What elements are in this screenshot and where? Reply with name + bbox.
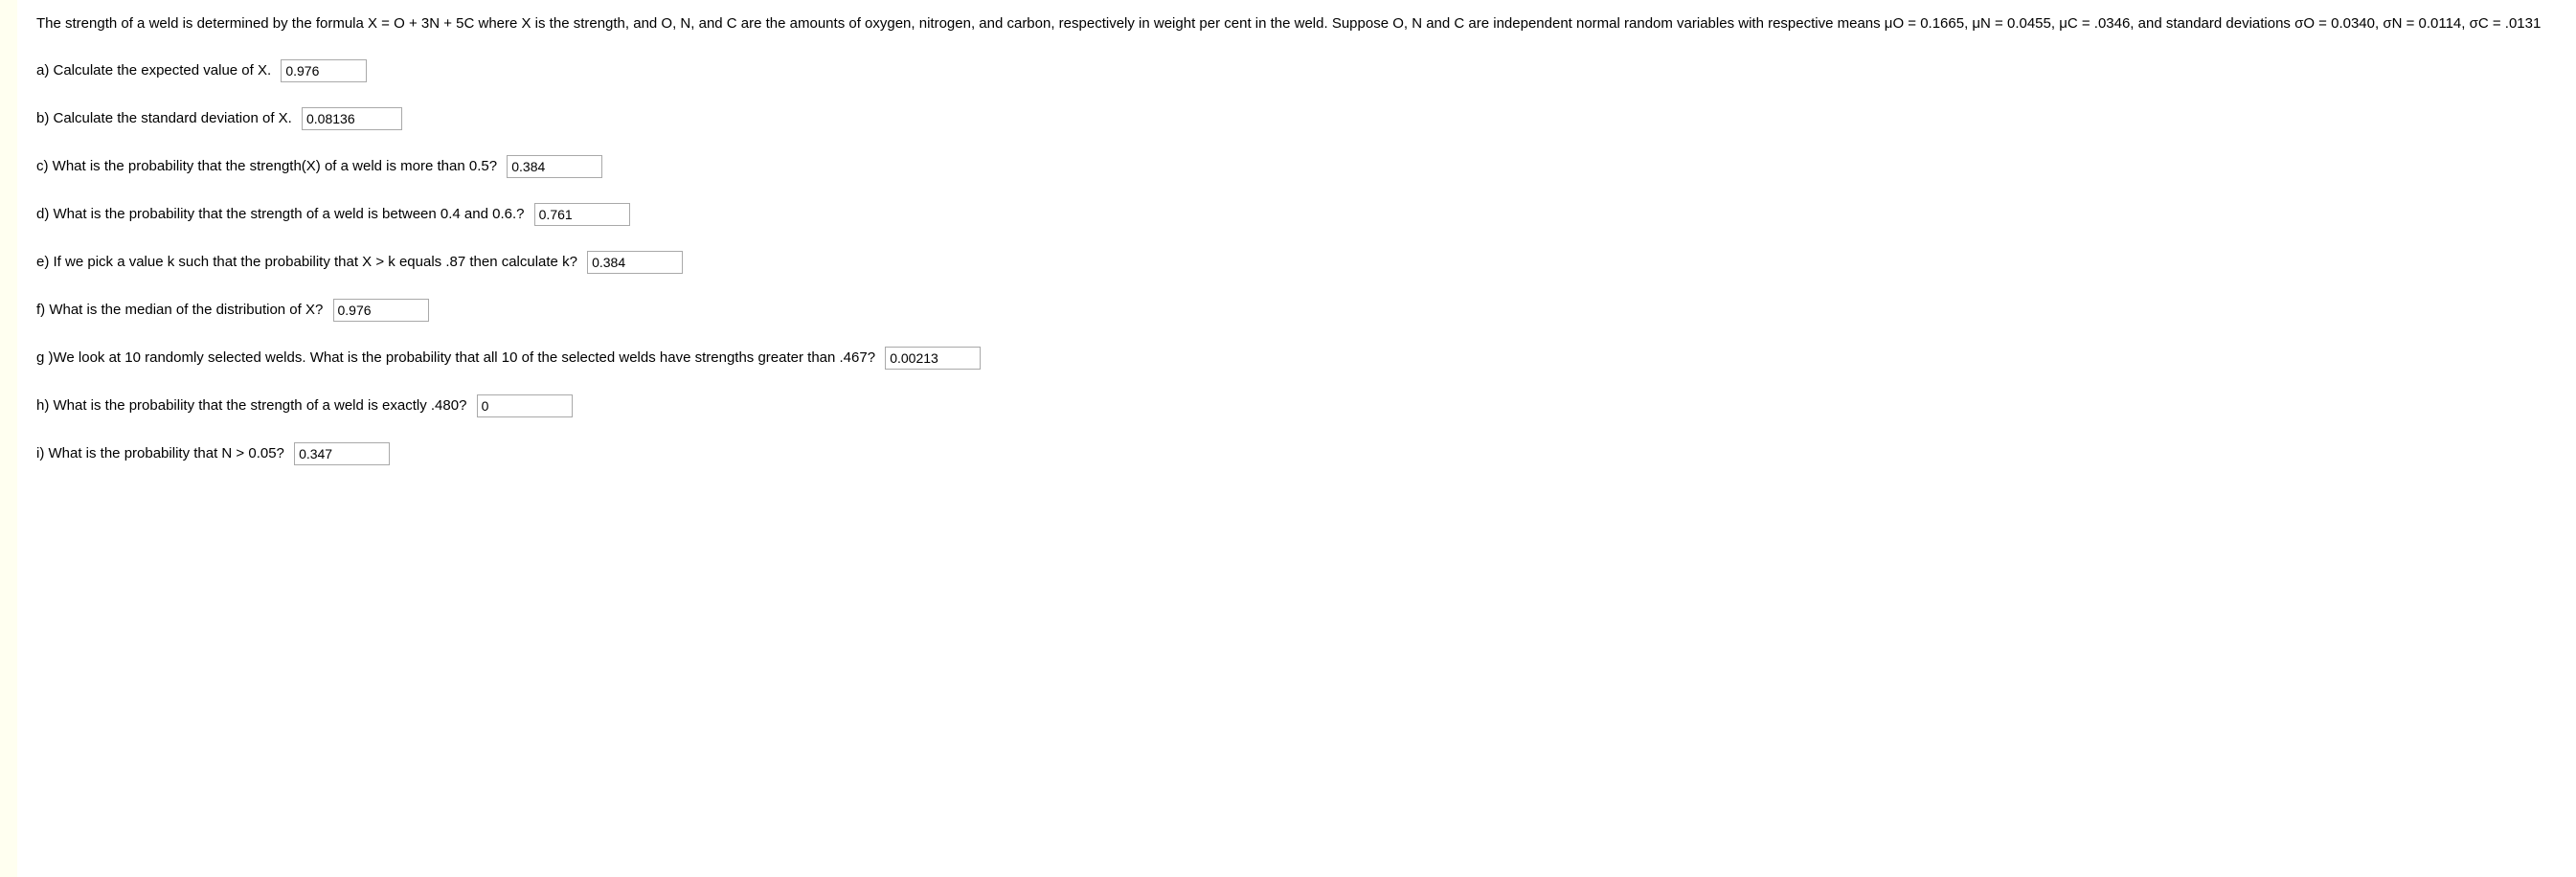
problem-content: The strength of a weld is determined by … <box>17 0 2576 877</box>
question-d-text: d) What is the probability that the stre… <box>36 203 529 226</box>
question-f-text: f) What is the median of the distributio… <box>36 299 328 322</box>
problem-intro: The strength of a weld is determined by … <box>36 11 2557 36</box>
answer-h-input[interactable] <box>477 394 573 417</box>
left-margin-stripe <box>0 0 17 877</box>
question-i: i) What is the probability that N > 0.05… <box>36 442 2557 465</box>
answer-e-input[interactable] <box>587 251 683 274</box>
question-e-text: e) If we pick a value k such that the pr… <box>36 251 581 274</box>
question-b: b) Calculate the standard deviation of X… <box>36 107 2557 130</box>
question-h: h) What is the probability that the stre… <box>36 394 2557 417</box>
question-e: e) If we pick a value k such that the pr… <box>36 251 2557 274</box>
answer-f-input[interactable] <box>333 299 429 322</box>
answer-b-input[interactable] <box>302 107 402 130</box>
question-a-text: a) Calculate the expected value of X. <box>36 59 275 82</box>
answer-i-input[interactable] <box>294 442 390 465</box>
question-h-text: h) What is the probability that the stre… <box>36 394 471 417</box>
question-d: d) What is the probability that the stre… <box>36 203 2557 226</box>
answer-g-input[interactable] <box>885 347 981 370</box>
question-g-text: g )We look at 10 randomly selected welds… <box>36 347 879 370</box>
question-a: a) Calculate the expected value of X. <box>36 59 2557 82</box>
question-g: g )We look at 10 randomly selected welds… <box>36 347 2557 370</box>
question-c-text: c) What is the probability that the stre… <box>36 155 501 178</box>
answer-d-input[interactable] <box>534 203 630 226</box>
question-i-text: i) What is the probability that N > 0.05… <box>36 442 288 465</box>
question-b-text: b) Calculate the standard deviation of X… <box>36 107 296 130</box>
answer-a-input[interactable] <box>281 59 367 82</box>
question-f: f) What is the median of the distributio… <box>36 299 2557 322</box>
answer-c-input[interactable] <box>507 155 602 178</box>
question-c: c) What is the probability that the stre… <box>36 155 2557 178</box>
